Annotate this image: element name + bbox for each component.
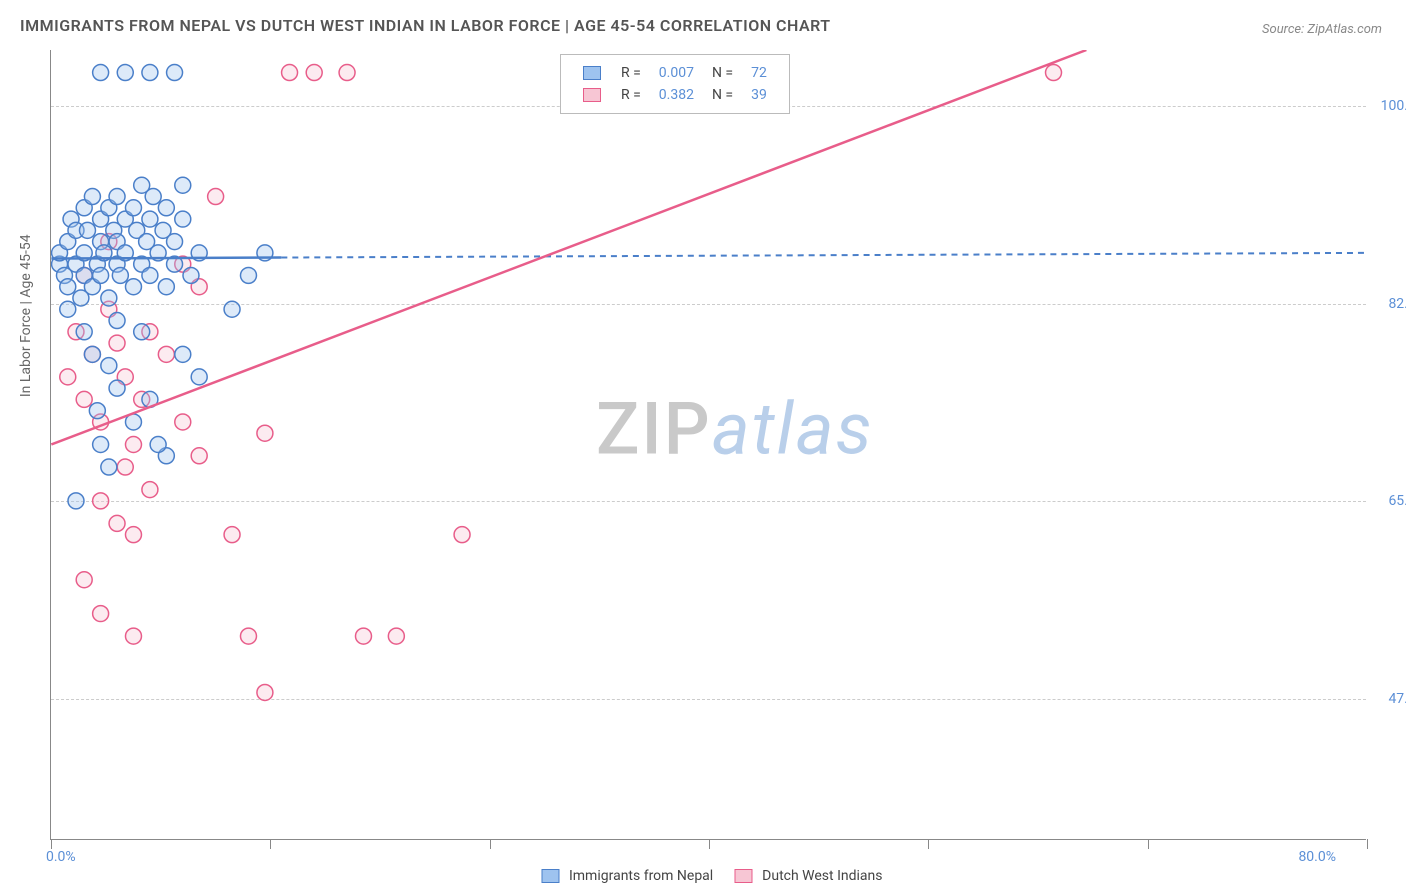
data-point xyxy=(109,380,125,396)
swatch-icon xyxy=(583,66,601,80)
data-point xyxy=(60,301,76,317)
data-point xyxy=(191,448,207,464)
data-point xyxy=(175,177,191,193)
x-axis-max-label: 80.0% xyxy=(1298,849,1336,865)
data-point xyxy=(109,515,125,531)
data-point xyxy=(79,222,95,238)
data-point xyxy=(142,65,158,81)
data-point xyxy=(125,279,141,295)
data-point xyxy=(93,606,109,622)
data-point xyxy=(224,527,240,543)
trend-line-extrapolated xyxy=(281,253,1365,258)
data-point xyxy=(183,267,199,283)
data-point xyxy=(125,628,141,644)
data-point xyxy=(84,189,100,205)
plot-area: ZIPatlas 0.0% 80.0% 47.5%65.0%82.5%100.0… xyxy=(50,50,1366,840)
chart-title: IMMIGRANTS FROM NEPAL VS DUTCH WEST INDI… xyxy=(20,16,831,35)
data-point xyxy=(125,200,141,216)
r-label: R = xyxy=(613,63,649,83)
data-point xyxy=(150,437,166,453)
data-point xyxy=(167,65,183,81)
swatch-icon xyxy=(583,88,601,102)
data-point xyxy=(109,313,125,329)
data-point xyxy=(60,279,76,295)
r-label: R = xyxy=(613,85,649,105)
data-point xyxy=(142,267,158,283)
swatch-icon xyxy=(735,869,753,883)
data-point xyxy=(93,65,109,81)
x-axis-min-label: 0.0% xyxy=(46,849,76,865)
n-value-0: 72 xyxy=(743,63,775,83)
data-point xyxy=(175,211,191,227)
data-point xyxy=(175,414,191,430)
data-point xyxy=(112,267,128,283)
bottom-legend: Immigrants from Nepal Dutch West Indians xyxy=(523,868,882,884)
stats-legend: R = 0.007 N = 72 R = 0.382 N = 39 xyxy=(560,54,790,114)
data-point xyxy=(117,459,133,475)
data-point xyxy=(142,211,158,227)
n-label: N = xyxy=(704,63,741,83)
data-point xyxy=(142,482,158,498)
data-point xyxy=(306,65,322,81)
data-point xyxy=(191,369,207,385)
data-point xyxy=(175,346,191,362)
data-point xyxy=(1046,65,1062,81)
data-point xyxy=(158,346,174,362)
data-point xyxy=(388,628,404,644)
chart-svg xyxy=(51,50,1366,839)
y-axis-title: In Labor Force | Age 45-54 xyxy=(18,234,34,397)
y-tick-label: 82.5% xyxy=(1371,296,1406,312)
data-point xyxy=(93,493,109,509)
data-point xyxy=(76,324,92,340)
data-point xyxy=(134,324,150,340)
data-point xyxy=(240,267,256,283)
data-point xyxy=(355,628,371,644)
n-value-1: 39 xyxy=(743,85,775,105)
source-attribution: Source: ZipAtlas.com xyxy=(1262,22,1382,37)
r-value-1: 0.382 xyxy=(651,85,702,105)
data-point xyxy=(158,200,174,216)
legend-label-1: Dutch West Indians xyxy=(762,868,882,884)
data-point xyxy=(339,65,355,81)
data-point xyxy=(68,493,84,509)
data-point xyxy=(125,437,141,453)
y-tick-label: 65.0% xyxy=(1371,493,1406,509)
n-label: N = xyxy=(704,85,741,105)
data-point xyxy=(101,459,117,475)
data-point xyxy=(257,425,273,441)
data-point xyxy=(101,290,117,306)
data-point xyxy=(109,335,125,351)
data-point xyxy=(167,234,183,250)
trend-line xyxy=(51,258,281,259)
swatch-icon xyxy=(541,869,559,883)
data-point xyxy=(60,369,76,385)
data-point xyxy=(117,65,133,81)
y-tick-label: 47.5% xyxy=(1371,691,1406,707)
data-point xyxy=(282,65,298,81)
legend-label-0: Immigrants from Nepal xyxy=(569,868,713,884)
data-point xyxy=(109,189,125,205)
data-point xyxy=(93,437,109,453)
data-point xyxy=(158,279,174,295)
stats-row-0: R = 0.007 N = 72 xyxy=(575,63,775,83)
data-point xyxy=(76,391,92,407)
data-point xyxy=(240,628,256,644)
r-value-0: 0.007 xyxy=(651,63,702,83)
y-tick-label: 100.0% xyxy=(1371,98,1406,114)
data-point xyxy=(224,301,240,317)
data-point xyxy=(145,189,161,205)
data-point xyxy=(89,403,105,419)
data-point xyxy=(125,527,141,543)
data-point xyxy=(257,684,273,700)
stats-row-1: R = 0.382 N = 39 xyxy=(575,85,775,105)
data-point xyxy=(101,358,117,374)
data-point xyxy=(93,267,109,283)
data-point xyxy=(76,572,92,588)
data-point xyxy=(84,346,100,362)
data-point xyxy=(454,527,470,543)
data-point xyxy=(208,189,224,205)
